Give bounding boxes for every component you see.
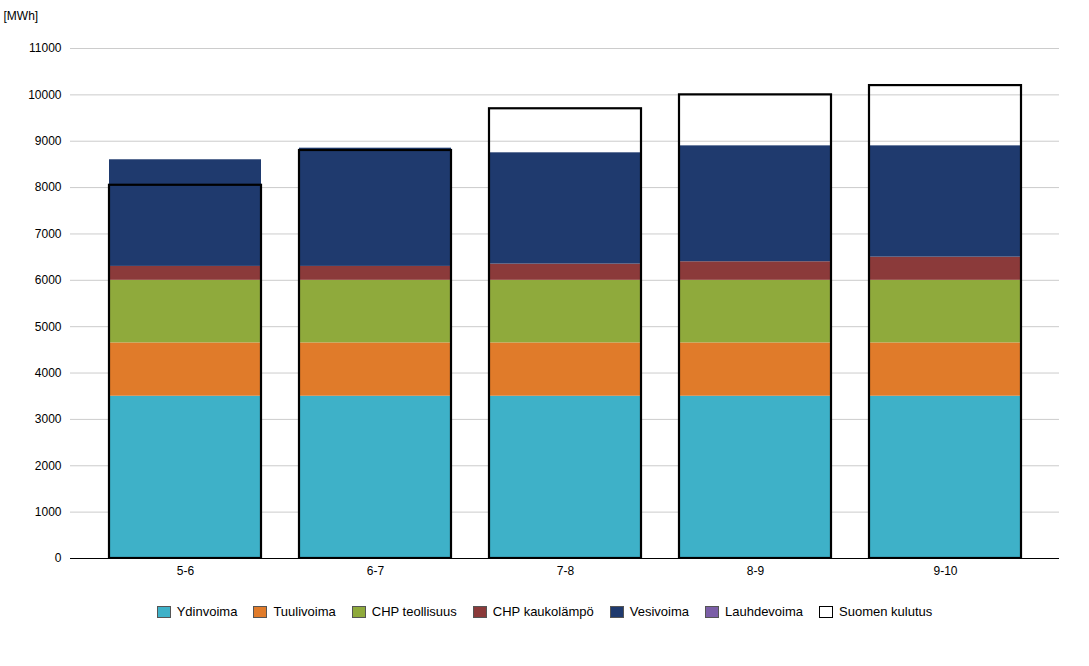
html-text:Suomen kulutus: Suomen kulutus bbox=[839, 604, 933, 619]
html-text:CHP kaukolämpö: CHP kaukolämpö bbox=[492, 604, 594, 619]
svg-text:3000: 3000 bbox=[35, 412, 62, 426]
svg-text:9000: 9000 bbox=[35, 134, 62, 148]
html-text:Vesivoima: Vesivoima bbox=[629, 604, 689, 619]
svg-text:10000: 10000 bbox=[28, 88, 62, 102]
svg-text:8-9: 8-9 bbox=[747, 564, 765, 578]
svg-text:1000: 1000 bbox=[35, 505, 62, 519]
svg-text:8000: 8000 bbox=[35, 180, 62, 194]
svg-text:7-8: 7-8 bbox=[557, 564, 575, 578]
svg-text:2000: 2000 bbox=[35, 459, 62, 473]
svg-text:9-10: 9-10 bbox=[933, 564, 957, 578]
html-text:CHP teollisuus: CHP teollisuus bbox=[371, 604, 457, 619]
svg-text:7000: 7000 bbox=[35, 227, 62, 241]
html-text:Lauhdevoima: Lauhdevoima bbox=[725, 604, 803, 619]
svg-text:6000: 6000 bbox=[35, 273, 62, 287]
svg-text:0: 0 bbox=[55, 551, 62, 565]
svg-text:4000: 4000 bbox=[35, 366, 62, 380]
html-text:Tuulivoima: Tuulivoima bbox=[273, 604, 336, 619]
html-text:Ydinvoima: Ydinvoima bbox=[176, 604, 238, 619]
svg-text:11000: 11000 bbox=[29, 41, 62, 55]
svg-text:[MWh]: [MWh] bbox=[4, 9, 39, 23]
svg-text:6-7: 6-7 bbox=[367, 564, 385, 578]
svg-text:5-6: 5-6 bbox=[177, 564, 195, 578]
svg-text:5000: 5000 bbox=[35, 320, 62, 334]
